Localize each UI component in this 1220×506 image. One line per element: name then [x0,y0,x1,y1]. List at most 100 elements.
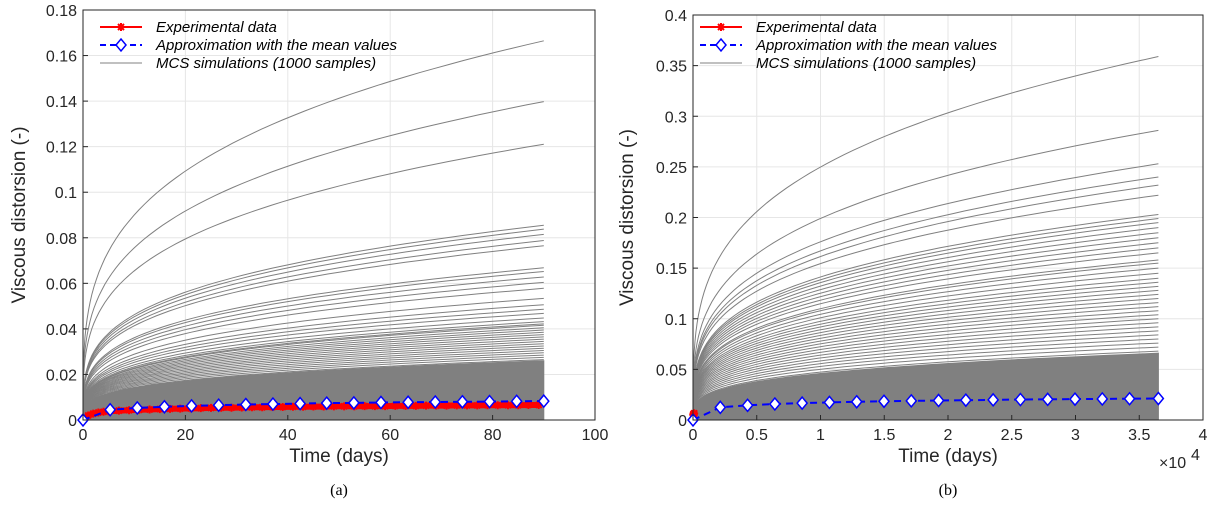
experimental-point [690,409,699,418]
y-tick-label: 0.08 [46,231,77,248]
mcs-curve [692,277,1159,421]
experimental-point [166,404,175,413]
experimental-point [207,403,215,412]
experimental-point [196,404,205,413]
mcs-curve [692,322,1159,421]
mcs-curve [82,267,544,421]
experimental-point [278,403,287,412]
panel-a: 0 20 40 60 80 100 0 0.02 0.04 0.06 0.08 0.1 0.12 0.14… [9,3,608,499]
experimental-point [258,403,267,412]
experimental-point [503,401,512,410]
experimental-point [309,402,318,411]
panel-caption: (a) [330,482,348,499]
approximation-point [959,392,972,408]
mcs-curve [82,356,544,421]
mcs-curve [82,350,544,421]
x-axis-label: Time (days) [898,446,998,467]
approximation-point [932,393,945,408]
experimental-point [89,409,98,418]
y-tick-label: 0.06 [46,276,77,293]
experimental-point [452,401,461,410]
approximation-point [510,394,523,409]
mcs-curve [692,218,1159,421]
approximation-point [375,395,387,410]
approximation-point [1014,392,1027,407]
y-tick-label: 0.16 [46,49,77,66]
approximation-point [1096,391,1109,407]
approximation-point [741,398,754,413]
experimental-point [463,401,471,410]
y-tick-label: 0.35 [656,59,687,76]
y-axis-label: Viscous distorsion (-) [617,129,638,306]
mcs-curve [82,354,544,421]
approximation-point [1123,391,1136,406]
mcs-curve [82,324,544,421]
x-tick-label: 3.5 [1128,427,1150,444]
approximation-point [104,402,117,417]
approximation-point [266,396,279,412]
mcs-curve [82,143,544,421]
mcs-curve [692,346,1159,421]
mcs-curve [692,318,1159,421]
mcs-curve [82,352,544,421]
mcs-curve [82,271,544,421]
experimental-point [227,403,236,412]
mcs-curve [692,281,1159,421]
mcs-curve [82,245,544,421]
mcs-curve [82,281,544,421]
experimental-point [524,400,533,409]
mcs-curve [692,326,1159,421]
mcs-curve [692,330,1159,421]
experimental-point [288,402,297,411]
approximation-point [402,395,415,410]
approximation-point [456,394,469,409]
mcs-curve [692,289,1159,421]
mcs-curve [82,336,544,421]
experimental-point [125,406,134,415]
legend-label: Approximation with the mean values [155,37,397,54]
mcs-curve [82,317,544,421]
experimental-point [155,405,164,414]
y-tick-label: 0.02 [46,367,77,384]
mcs-curve [82,304,544,421]
experimental-point [411,401,420,410]
mcs-curve [82,233,544,421]
y-tick-label: 0.15 [656,261,687,278]
mcs-curve [692,242,1159,421]
mcs-curve [692,176,1159,421]
x-axis-label: Time (days) [289,446,389,467]
approximation-point [823,395,836,410]
legend-label: Approximation with the mean values [755,37,997,54]
panel-b: 0 0.5 1 1.5 2 2.5 3 3.5 4 0 0.05 0.1 0.15 0.2 0.25 0.3 0… [617,8,1208,499]
mcs-curve [82,297,544,421]
approximation-point [131,400,144,416]
approximation-point [1041,392,1054,407]
approximation-series [77,393,550,428]
mcs-curve [692,306,1159,421]
mcs-curve [692,267,1159,421]
mcs-curve [692,350,1159,421]
x-tick-label: 0 [79,427,88,444]
experimental-point [422,401,431,410]
mcs-curve [82,224,544,421]
x-tick-label: 2.5 [1001,427,1023,444]
experimental-point [493,401,502,410]
mcs-curve [692,129,1159,421]
experimental-point [114,406,123,415]
experimental-point [99,407,108,416]
mcs-curves [692,56,1159,421]
approximation-point [714,400,727,415]
approximation-point [796,395,809,411]
mcs-curve [82,340,544,421]
mcs-curve [692,285,1159,421]
mcs-curve [692,262,1159,421]
approximation-point [1069,391,1081,407]
mcs-curve [692,302,1159,421]
approximation-point [987,392,1000,408]
mcs-curve [82,347,544,421]
experimental-point [473,401,482,410]
approximation-point [347,395,360,411]
mcs-curve [82,101,544,421]
legend-marker-approximation [715,37,727,53]
